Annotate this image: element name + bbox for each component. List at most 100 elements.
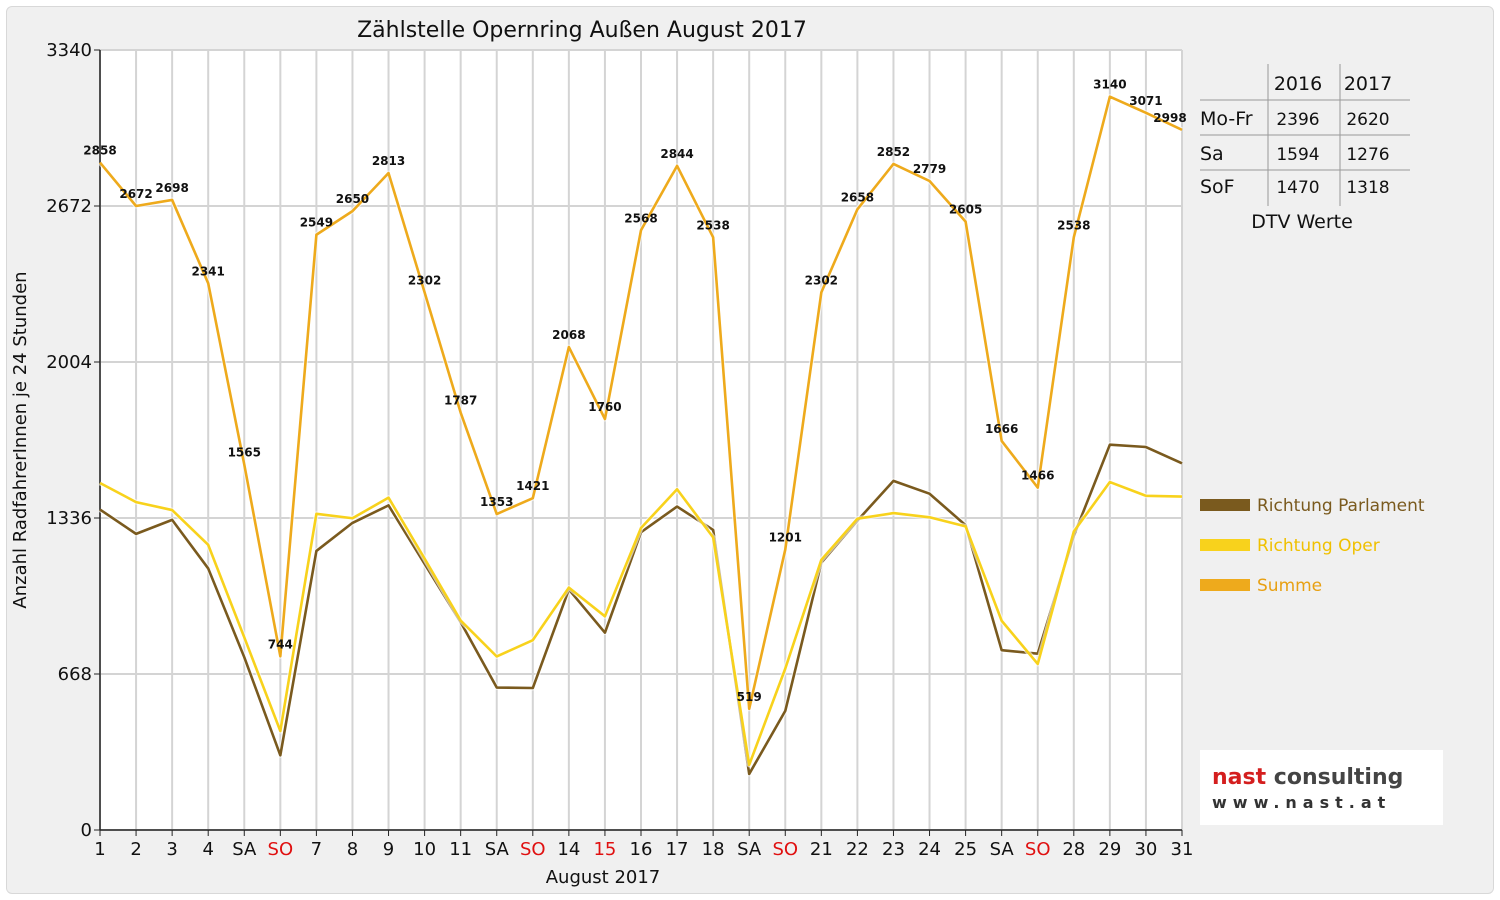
dtv-cell: 1470 [1276, 178, 1319, 198]
chart-title: Zählstelle Opernring Außen August 2017 [357, 18, 807, 43]
x-tick-label: 1 [94, 839, 105, 860]
x-tick-label: SA [485, 839, 510, 860]
x-tick-label: 29 [1098, 839, 1121, 860]
data-label: 1787 [444, 394, 477, 408]
logo-text: nast consulting [1212, 765, 1403, 790]
dtv-header-2016: 2016 [1274, 73, 1322, 95]
data-label: 2068 [552, 328, 585, 342]
logo-background [1200, 750, 1443, 825]
x-tick-label: 21 [810, 839, 833, 860]
y-tick-label: 668 [58, 664, 92, 685]
data-label: 2302 [805, 273, 838, 287]
data-label: 2779 [913, 162, 946, 176]
x-tick-label: 22 [846, 839, 869, 860]
x-tick-label: 4 [202, 839, 213, 860]
legend-swatch-oper [1200, 539, 1250, 551]
x-tick-label: 18 [702, 839, 725, 860]
series-layer [98, 94, 1184, 777]
logo-url: www.nast.at [1212, 793, 1391, 812]
x-tick-label: SO [1025, 839, 1051, 860]
legend-label-summe: Summe [1257, 576, 1322, 596]
data-label: 2658 [841, 190, 874, 204]
data-label: 519 [737, 690, 762, 704]
x-tick-label: 7 [311, 839, 322, 860]
data-label: 2538 [1057, 218, 1090, 232]
data-label: 2650 [336, 192, 369, 206]
legend-swatch-parlament [1200, 499, 1250, 511]
data-label: 2549 [300, 216, 333, 230]
data-label: 2698 [155, 181, 188, 195]
x-tick-label: 15 [593, 839, 616, 860]
data-label: 1466 [1021, 469, 1054, 483]
x-tick-label: 10 [413, 839, 436, 860]
dtv-caption: DTV Werte [1251, 211, 1353, 233]
dtv-cell: 2396 [1276, 110, 1319, 130]
x-tick-label: 31 [1171, 839, 1194, 860]
dtv-header-2017: 2017 [1344, 73, 1392, 95]
x-tick-label: 2 [130, 839, 141, 860]
legend-label-oper: Richtung Oper [1257, 536, 1380, 556]
x-tick-label: SA [737, 839, 762, 860]
x-tick-label: 30 [1134, 839, 1157, 860]
y-tick-label: 2004 [46, 352, 92, 373]
x-tick-label: 23 [882, 839, 905, 860]
dtv-cell: 1318 [1346, 178, 1389, 198]
data-label: 2605 [949, 203, 982, 217]
dtv-cell: 1594 [1276, 145, 1319, 165]
data-label: 1760 [588, 400, 621, 414]
x-tick-label: SA [232, 839, 257, 860]
x-tick-label: 28 [1062, 839, 1085, 860]
x-tick-label: 11 [449, 839, 472, 860]
data-label: 2844 [660, 147, 693, 161]
x-tick-label: 8 [347, 839, 358, 860]
x-axis-label: August 2017 [546, 867, 661, 888]
dtv-cell: 2620 [1346, 110, 1389, 130]
data-label: 2568 [624, 211, 657, 225]
y-tick-label: 3340 [46, 40, 92, 61]
data-label: 3140 [1093, 78, 1126, 92]
data-label: 1666 [985, 422, 1018, 436]
series-line-summe [98, 95, 1183, 711]
x-tick-label: 24 [918, 839, 941, 860]
x-tick-label: 3 [166, 839, 177, 860]
nast-consulting-logo: nast consulting www.nast.at [1200, 750, 1443, 825]
x-tick-labels: 1 2 3 4 SA SO 7 8 9 10 11 SA SO 14 15 16 17 18 SA SO 21 22 23 2… [94, 839, 1193, 860]
x-tick-label: 16 [630, 839, 653, 860]
legend-swatch-summe [1200, 579, 1250, 591]
y-axis-label: Anzahl RadfahrerInnen je 24 Stunden [10, 271, 31, 608]
data-label: 1201 [769, 531, 802, 545]
dtv-row-label: SoF [1200, 176, 1235, 198]
dtv-table: 2016 2017 Mo-Fr 2396 2620 Sa 1594 1276 S… [1200, 64, 1410, 233]
legend: Richtung Parlament Richtung Oper Summe [1200, 496, 1425, 596]
data-label: 2852 [877, 145, 910, 159]
x-tick-label: SO [268, 839, 294, 860]
data-label: 2538 [696, 218, 729, 232]
x-tick-label: SA [990, 839, 1015, 860]
dtv-row-label: Mo-Fr [1200, 108, 1253, 130]
dtv-cell: 1276 [1346, 145, 1389, 165]
axes [94, 49, 1183, 836]
x-tick-label: 9 [383, 839, 394, 860]
data-label: 1565 [228, 446, 261, 460]
y-tick-labels: 0 668 1336 2004 2672 3340 [46, 40, 92, 841]
data-label: 1353 [480, 495, 513, 509]
data-label: 744 [268, 637, 293, 651]
data-label: 2302 [408, 273, 441, 287]
data-label: 2341 [191, 264, 224, 278]
data-label: 2858 [83, 144, 116, 158]
x-tick-label: SO [520, 839, 546, 860]
x-tick-label: SO [772, 839, 798, 860]
data-label: 3071 [1129, 94, 1162, 108]
y-tick-label: 1336 [46, 508, 92, 529]
x-tick-label: 14 [557, 839, 580, 860]
y-tick-label: 2672 [46, 196, 92, 217]
x-tick-label: 25 [954, 839, 977, 860]
legend-label-parlament: Richtung Parlament [1257, 496, 1425, 516]
dtv-row-label: Sa [1200, 143, 1224, 165]
series-line-richtung-oper [99, 480, 1183, 767]
y-tick-label: 0 [81, 820, 92, 841]
x-tick-label: 17 [666, 839, 689, 860]
data-label: 2813 [372, 154, 405, 168]
